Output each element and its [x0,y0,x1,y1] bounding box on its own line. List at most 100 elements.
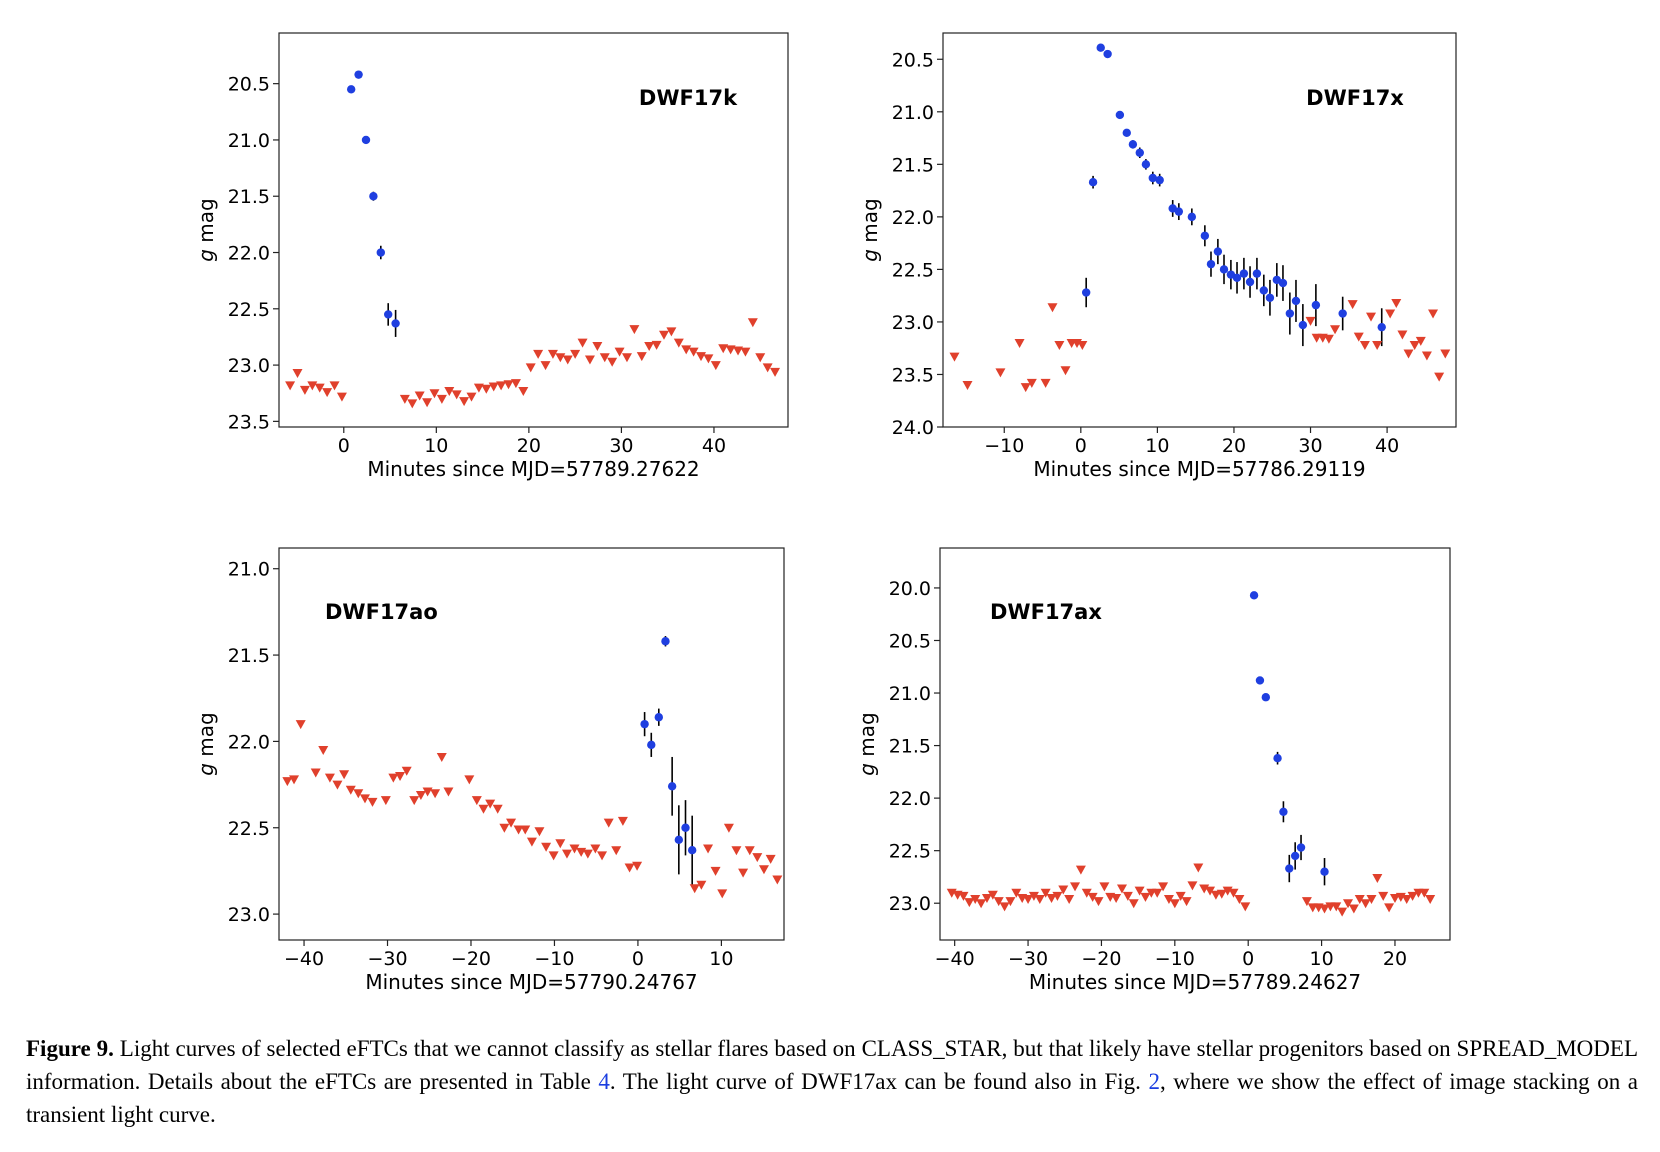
table-reference-link[interactable]: 4 [598,1069,610,1094]
light-curves-figure: 0 10 20 30 40 20.5 21.0 21.5 22.0 22.5 23.0 23.5 Min… [194,32,1457,994]
upper-limit-marker [987,890,998,900]
upper-limit-marker [981,893,992,903]
upper-limit-marker [1187,881,1198,891]
upper-limit-marker [1077,341,1088,351]
detection-point [1273,753,1282,763]
upper-limit-marker [322,388,333,398]
x-tick-label: 40 [702,435,726,457]
upper-limit-marker [485,799,496,809]
x-tick-label: 30 [609,435,633,457]
upper-limit-marker [409,796,420,806]
upper-limit-marker [1026,378,1037,388]
detection-point [391,319,400,328]
detection-point [1122,128,1131,138]
upper-limit-marker [534,827,545,837]
y-tick-label: 21.0 [892,102,934,124]
upper-limit-marker [1421,351,1432,361]
upper-limit-marker [681,345,692,355]
upper-limit-marker [518,386,529,396]
detection-point [1081,288,1091,297]
upper-limit-marker [1409,341,1420,351]
upper-limit-marker [443,787,454,797]
detection-point [1219,265,1229,274]
detection-point [1155,175,1164,185]
chart-title: DWF17k [639,86,738,110]
upper-limit-marker [1011,888,1022,898]
upper-limit-marker [336,392,347,402]
upper-limit-marker [570,349,581,359]
upper-limit-marker [1181,897,1192,907]
upper-limit-marker [1047,303,1058,313]
upper-limit-marker [510,379,521,389]
y-tick-label: 20.0 [889,578,931,600]
detection-point [1291,296,1301,306]
upper-limit-marker [1158,882,1169,892]
upper-limit-marker [1323,334,1334,344]
upper-limit-marker [430,789,441,799]
upper-limit-marker [1020,383,1031,393]
upper-limit-marker [513,825,524,835]
upper-limit-marker [617,816,628,826]
upper-limit-marker [710,361,721,371]
upper-limit-marker [731,846,742,856]
upper-limit-marker [1052,891,1063,901]
y-tick-label: 24.0 [892,417,934,439]
detection-point [376,248,385,257]
upper-limit-marker [1228,888,1239,898]
upper-limit-marker [1419,888,1430,898]
upper-limit-marker [995,368,1006,378]
x-axis-label: Minutes since MJD=57790.24767 [365,970,697,994]
upper-limit-marker [1354,895,1365,905]
upper-limit-marker [590,844,601,854]
chart-title: DWF17ao [325,600,438,624]
figure-reference-link[interactable]: 2 [1148,1069,1160,1094]
upper-limit-marker [758,865,769,875]
upper-limit-marker [738,868,749,878]
detection-point [1206,259,1216,269]
detection-point [1311,300,1321,310]
upper-limit-marker [644,341,655,351]
detection-point [1252,269,1262,278]
upper-limit-marker [970,895,981,905]
upper-limit-marker [1366,312,1377,322]
upper-limit-marker [577,338,588,348]
upper-limit-marker [1087,892,1098,902]
detection-point [1135,148,1144,157]
upper-limit-marker [1301,897,1312,907]
upper-limit-marker [422,398,433,408]
detection-point [1239,269,1249,278]
upper-limit-marker [607,357,618,367]
y-axis-label: g mag [858,198,882,262]
y-tick-label: 21.5 [228,645,270,667]
y-tick-label: 21.0 [228,559,270,581]
upper-limit-marker [359,794,370,804]
detection-point [1377,322,1386,332]
detection-point [667,782,677,791]
x-tick-label: −30 [1008,948,1048,970]
detection-point [1255,676,1265,685]
upper-limit-marker [520,825,531,835]
detection-point [1103,49,1112,59]
upper-limit-marker [492,804,503,814]
y-tick-label: 22.5 [889,841,931,863]
x-tick-label: 0 [1075,435,1087,457]
upper-limit-marker [555,353,566,363]
x-axis-label: Minutes since MJD=57786.29119 [1033,457,1365,481]
upper-limit-marker [401,766,412,776]
upper-limit-marker [506,818,517,828]
x-tick-label: 20 [1383,948,1407,970]
upper-limit-marker [1028,891,1039,901]
detection-point [1148,173,1157,183]
upper-limit-marker [1347,300,1358,310]
upper-limit-marker [345,785,356,795]
detection-point [674,835,684,845]
plot-frame [278,32,789,428]
upper-limit-marker [688,347,699,357]
upper-limit-marker [1216,889,1227,899]
detection-point [640,719,649,729]
upper-limit-marker [1128,899,1139,909]
upper-limit-marker [1348,904,1359,914]
upper-limit-marker [703,844,714,854]
x-tick-label: 20 [1222,435,1246,457]
chart-panel-3: −40 −30 −20 −10 0 10 21.0 21.5 22.0 22.5 23.0 Minut… [194,547,785,994]
